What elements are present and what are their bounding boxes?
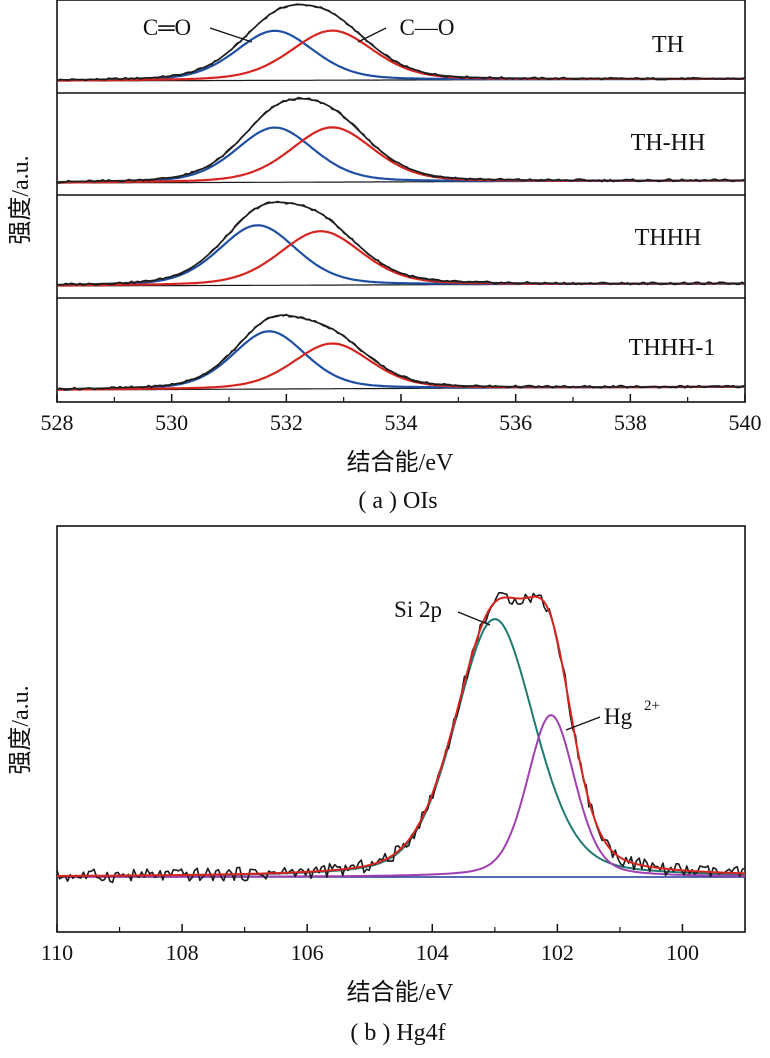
panel-a-curves (56, 3, 746, 391)
panel-a-oi-spectra: TH TH-HH THHH THHH-1 C═O C—O 强度/a.u. 528… (7, 0, 762, 514)
annotation-c-double-o: C═O (143, 15, 191, 40)
annotation-c-single-o: C—O (400, 15, 455, 40)
panel-a-tick-label: 538 (614, 410, 647, 435)
subplot-label-thhh-1: THHH-1 (629, 335, 716, 361)
panel-b-hg4f-spectrum: Si 2p Hg 2+ 强度/a.u. 110 108 106 104 102 100 结… (7, 525, 746, 1046)
subplot-3-raw-spectrum (56, 200, 746, 286)
panel-b-tick-label: 108 (166, 940, 199, 965)
annotation-leader-si-2p (457, 611, 491, 626)
subplot-1-raw-spectrum (56, 3, 746, 82)
panel-b-tick-label: 104 (416, 940, 449, 965)
annotation-hg: Hg (604, 704, 633, 729)
panel-a-tick-label: 530 (155, 410, 188, 435)
panel-b-caption: ( b ) Hg4f (350, 1020, 445, 1046)
panel-b-x-ticks: 110 108 106 104 102 100 (41, 924, 699, 965)
subplot-label-th: TH (652, 32, 684, 58)
annotation-hg-superscript: 2+ (644, 698, 660, 714)
annotation-leader-c-single-o (357, 27, 387, 43)
panel-b-frame (56, 525, 746, 933)
panel-a-x-axis-label: 结合能/eV (347, 449, 454, 476)
panel-b-y-axis-label: 强度/a.u. (7, 685, 34, 774)
subplot-label-th-hh: TH-HH (631, 130, 706, 156)
panel-b-x-axis-label: 结合能/eV (347, 979, 454, 1006)
subplot-label-thhh: THHH (635, 225, 702, 251)
panel-a-y-axis-label: 强度/a.u. (7, 155, 34, 244)
panel-a-tick-label: 536 (499, 410, 532, 435)
panel-a-caption: ( a ) OIs (358, 488, 437, 514)
panel-a-tick-label: 532 (270, 410, 303, 435)
panel-b-fit-envelope (56, 592, 746, 884)
panel-a-tick-label: 528 (41, 410, 74, 435)
panel-a-tick-label: 540 (729, 410, 762, 435)
annotation-leader-c-double-o (209, 27, 253, 43)
panel-b-si-2p-peak (57, 618, 746, 878)
annotation-si-2p: Si 2p (394, 597, 442, 622)
subplot-4-raw-spectrum (56, 313, 746, 391)
panel-b-tick-label: 106 (291, 940, 324, 965)
subplot-2-raw-spectrum (56, 96, 746, 184)
panel-b-hg2plus-peak (57, 714, 745, 878)
panel-b-curves (56, 592, 746, 884)
panel-b-tick-label: 102 (541, 940, 574, 965)
panel-a-tick-label: 534 (385, 410, 418, 435)
panel-b-raw-spectrum (57, 595, 746, 877)
panel-a-x-ticks: 528 530 532 534 536 538 540 (41, 394, 762, 435)
panel-b-tick-label: 100 (666, 940, 699, 965)
annotation-leader-hg (565, 716, 601, 731)
panel-b-tick-label: 110 (41, 940, 73, 965)
